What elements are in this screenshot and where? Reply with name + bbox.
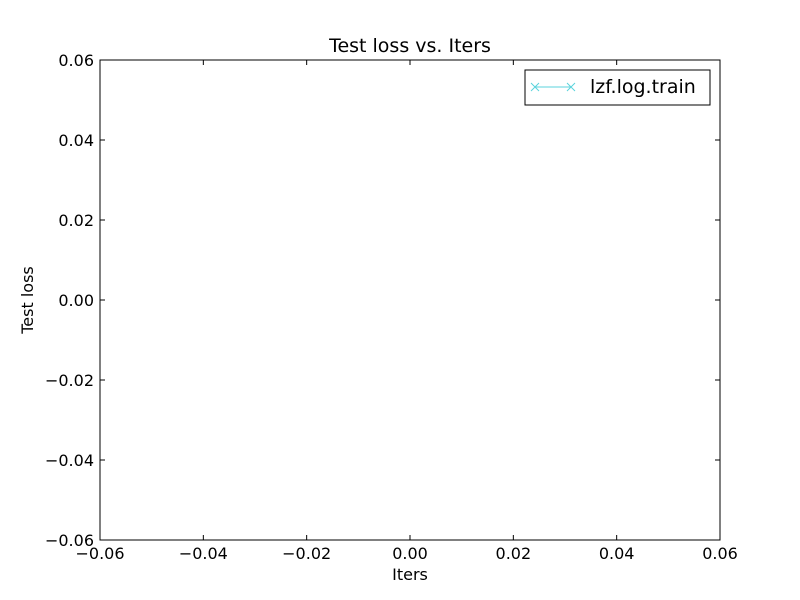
legend-marker-x — [566, 82, 576, 92]
x-tick-label: −0.02 — [282, 544, 331, 563]
x-tick-label: 0.00 — [392, 544, 428, 563]
x-tick-label: 0.02 — [496, 544, 532, 563]
y-tick-label: −0.06 — [45, 531, 94, 550]
y-tick-label: 0.02 — [58, 211, 94, 230]
x-tick-label: −0.04 — [179, 544, 228, 563]
chart-title: Test loss vs. Iters — [328, 35, 491, 57]
y-axis-label: Test loss — [18, 266, 37, 335]
x-tick-label: 0.06 — [702, 544, 738, 563]
y-tick-label: −0.02 — [45, 371, 94, 390]
x-tick-label: 0.04 — [599, 544, 635, 563]
x-tick-label: −0.06 — [75, 544, 124, 563]
y-tick-label: 0.06 — [58, 51, 94, 70]
y-tick-label: 0.00 — [58, 291, 94, 310]
legend-label: lzf.log.train — [590, 76, 696, 98]
legend: lzf.log.train — [524, 69, 711, 106]
y-tick-label: 0.04 — [58, 131, 94, 150]
y-tick-label: −0.04 — [45, 451, 94, 470]
axes: −0.06 −0.04 −0.02 0.00 0.02 0.04 0.06 0.06 0.04 0… — [45, 51, 738, 563]
legend-marker-x — [530, 82, 540, 92]
x-axis-label: Iters — [392, 565, 428, 584]
legend-markers — [530, 82, 576, 92]
